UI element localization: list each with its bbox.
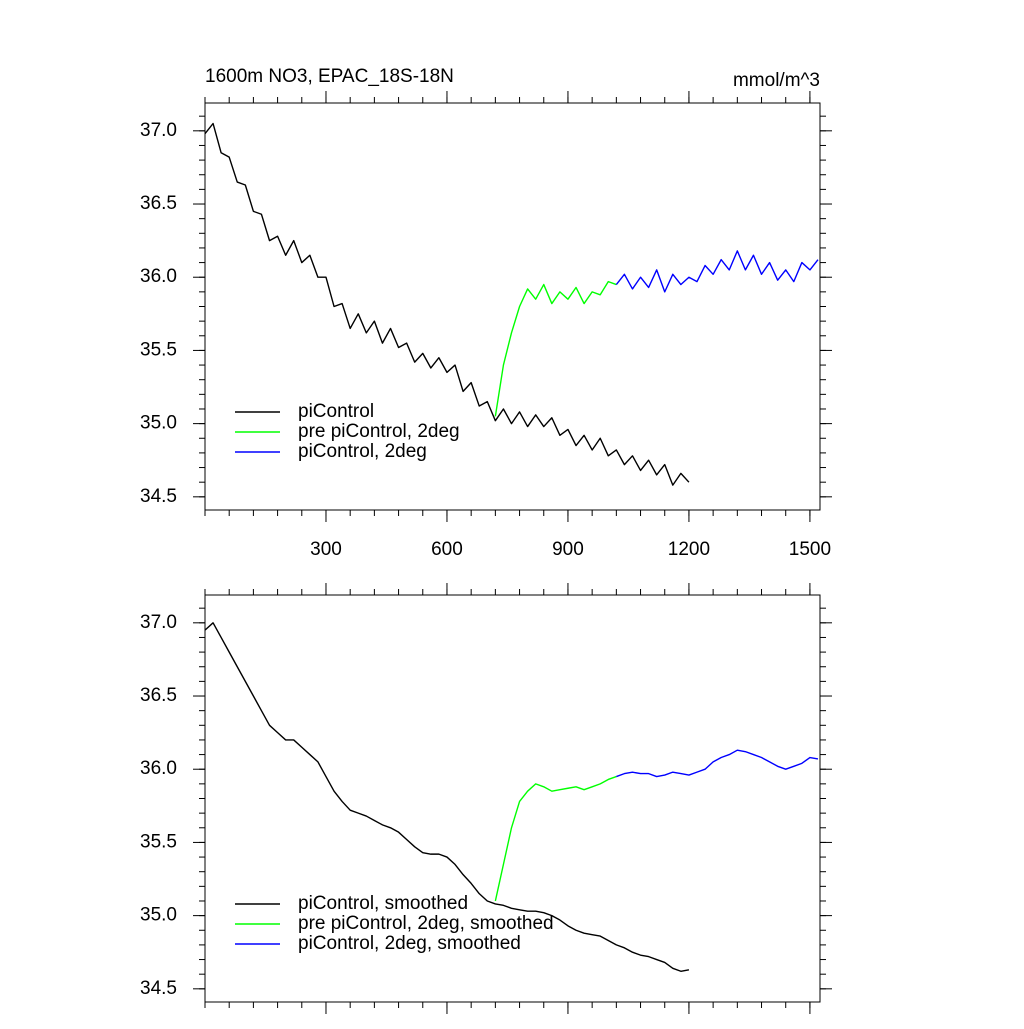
y-tick-label: 34.5 [140,486,177,507]
y-tick-label: 35.0 [140,413,177,434]
y-tick-label: 36.0 [140,266,177,287]
data-line [616,749,819,778]
legend-label: piControl [298,401,374,422]
y-tick-label: 37.0 [140,612,177,633]
legend-label: piControl, 2deg, smoothed [298,933,521,954]
plot-frame [204,594,821,1003]
legend-label: pre piControl, 2deg [298,421,460,442]
y-tick-label: 34.5 [140,978,177,999]
y-tick-label: 36.5 [140,193,177,214]
legend-label: piControl, 2deg [298,441,427,462]
x-tick-label: 1200 [668,539,710,560]
legend-label: pre piControl, 2deg, smoothed [298,913,554,934]
x-tick-label: 1500 [789,539,831,560]
legend-label: piControl, smoothed [298,893,468,914]
y-tick-label: 36.5 [140,685,177,706]
y-tick-label: 37.0 [140,120,177,141]
x-tick-label: 300 [310,539,342,560]
x-tick-label: 600 [431,539,463,560]
y-tick-label: 35.5 [140,831,177,852]
data-line [494,280,617,417]
data-line [204,622,690,972]
plot-frame [204,102,821,511]
data-line [494,775,617,902]
y-tick-label: 35.5 [140,339,177,360]
y-tick-label: 36.0 [140,758,177,779]
x-tick-label: 900 [552,539,584,560]
data-line [204,122,690,486]
units-label: mmol/m^3 [733,70,820,91]
data-line [615,250,819,293]
chart-title: 1600m NO3, EPAC_18S-18N [205,66,454,87]
y-tick-label: 35.0 [140,905,177,926]
